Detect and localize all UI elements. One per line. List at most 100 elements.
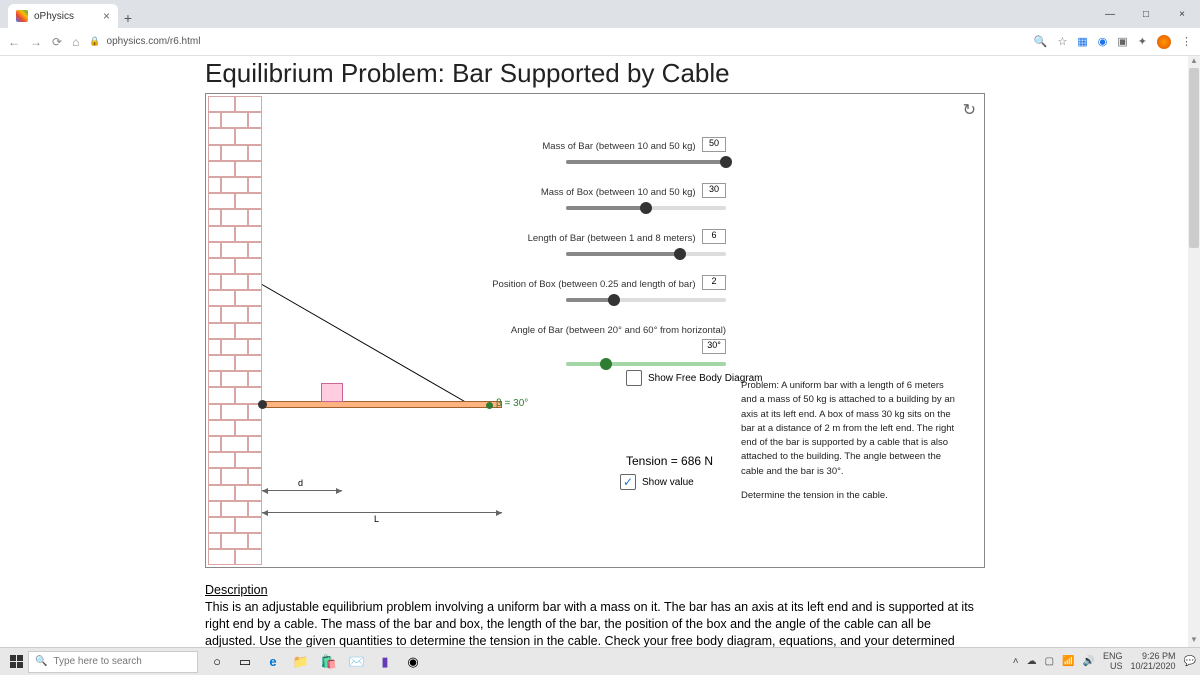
slider-fill	[566, 160, 726, 164]
menu-icon[interactable]: ⋮	[1181, 35, 1192, 48]
page-content: Equilibrium Problem: Bar Supported by Ca…	[0, 56, 1200, 647]
windows-logo-icon	[10, 655, 23, 668]
dimension-L-label: L	[374, 514, 379, 524]
wall-graphic	[208, 96, 262, 566]
lock-icon: 🔒	[89, 36, 100, 47]
slider-thumb[interactable]	[674, 248, 686, 260]
browser-tab[interactable]: oPhysics ×	[8, 4, 118, 28]
search-icon: 🔍	[35, 656, 47, 667]
url-field[interactable]: 🔒 ophysics.com/r6.html	[89, 36, 1023, 47]
box-graphic	[321, 383, 343, 402]
nav-home-icon[interactable]: ⌂	[72, 35, 79, 49]
store-icon[interactable]: 🛍️	[316, 650, 342, 674]
reset-button[interactable]: ↻	[963, 100, 976, 120]
slider-length-bar: Length of Bar (between 1 and 8 meters) 6	[486, 228, 726, 256]
slider-thumb[interactable]	[640, 202, 652, 214]
window-close-button[interactable]: ×	[1164, 0, 1200, 28]
slider-fill	[566, 362, 726, 366]
slider-thumb[interactable]	[608, 294, 620, 306]
slider-track[interactable]	[566, 206, 726, 210]
dimension-d-line	[262, 490, 342, 491]
tray-chevron-icon[interactable]: ˄	[1013, 656, 1019, 667]
slider-track[interactable]	[566, 252, 726, 256]
nav-reload-icon[interactable]: ⟳	[52, 35, 62, 49]
slider-label: Mass of Box (between 10 and 50 kg)	[541, 187, 696, 198]
taskbar-search[interactable]: 🔍 Type here to search	[28, 651, 198, 673]
new-tab-button[interactable]: +	[118, 8, 138, 28]
slider-value-input[interactable]: 50	[702, 137, 726, 152]
slider-value-input[interactable]: 6	[702, 229, 726, 244]
slider-track[interactable]	[566, 160, 726, 164]
notifications-icon[interactable]: 💬	[1184, 656, 1196, 667]
profile-avatar[interactable]	[1157, 35, 1171, 49]
slider-panel: Mass of Bar (between 10 and 50 kg) 50 Ma…	[486, 136, 726, 384]
slider-track[interactable]	[566, 362, 726, 366]
extension-icon-1[interactable]: ◉	[1098, 35, 1108, 48]
scroll-down-icon[interactable]: ▼	[1188, 635, 1200, 647]
search-placeholder: Type here to search	[53, 656, 141, 667]
description-section: Description This is an adjustable equili…	[205, 582, 985, 647]
slider-thumb[interactable]	[720, 156, 732, 168]
file-explorer-icon[interactable]: 📁	[288, 650, 314, 674]
slider-value-input[interactable]: 2	[702, 275, 726, 290]
page-title: Equilibrium Problem: Bar Supported by Ca…	[205, 58, 1200, 89]
task-view-icon[interactable]: ▭	[232, 650, 258, 674]
nav-back-icon[interactable]: ←	[8, 35, 20, 49]
nav-forward-icon[interactable]: →	[30, 35, 42, 49]
wifi-icon[interactable]: 📶	[1062, 656, 1074, 667]
star-icon[interactable]: ☆	[1057, 35, 1067, 48]
region-text: US	[1103, 662, 1123, 672]
start-button[interactable]	[4, 650, 28, 674]
volume-icon[interactable]: 🔊	[1083, 656, 1095, 667]
show-value-checkbox[interactable]: ✓	[620, 474, 636, 490]
slider-fill	[566, 206, 646, 210]
taskbar: 🔍 Type here to search ○ ▭ e 📁 🛍️ ✉️ ▮ ◉ …	[0, 647, 1200, 675]
taskbar-lang[interactable]: ENG US	[1103, 652, 1123, 672]
slider-value-input[interactable]: 30	[702, 183, 726, 198]
bar-graphic	[262, 401, 502, 408]
description-heading: Description	[205, 582, 985, 599]
extension-icon-2[interactable]: ▣	[1117, 35, 1127, 48]
problem-paragraph-1: Problem: A uniform bar with a length of …	[741, 379, 961, 479]
scrollbar-thumb[interactable]	[1189, 68, 1199, 248]
browser-tab-bar: oPhysics × + — □ ×	[0, 0, 1200, 28]
fbd-checkbox[interactable]	[626, 370, 642, 386]
battery-icon[interactable]: ▢	[1045, 656, 1054, 667]
window-minimize-button[interactable]: —	[1092, 0, 1128, 28]
slider-angle: Angle of Bar (between 20° and 60° from h…	[486, 320, 726, 366]
cortana-icon[interactable]: ○	[204, 650, 230, 674]
window-maximize-button[interactable]: □	[1128, 0, 1164, 28]
description-body: This is an adjustable equilibrium proble…	[205, 599, 985, 647]
slider-label: Angle of Bar (between 20° and 60° from h…	[511, 325, 726, 336]
slider-thumb[interactable]	[600, 358, 612, 370]
onedrive-icon[interactable]: ☁	[1027, 656, 1037, 667]
pivot-point	[258, 400, 267, 409]
slider-label: Length of Bar (between 1 and 8 meters)	[528, 233, 696, 244]
slider-track[interactable]	[566, 298, 726, 302]
taskbar-clock[interactable]: 9:26 PM 10/21/2020	[1131, 652, 1176, 672]
vertical-scrollbar[interactable]: ▲ ▼	[1188, 56, 1200, 647]
app-icon[interactable]: ▮	[372, 650, 398, 674]
address-bar: ← → ⟳ ⌂ 🔒 ophysics.com/r6.html 🔍 ☆ ▦ ◉ ▣…	[0, 28, 1200, 56]
url-text: ophysics.com/r6.html	[107, 36, 201, 47]
slider-value-input[interactable]: 30°	[702, 339, 726, 354]
slider-mass-box: Mass of Box (between 10 and 50 kg) 30	[486, 182, 726, 210]
edge-icon[interactable]: e	[260, 650, 286, 674]
translate-icon[interactable]: ▦	[1077, 35, 1087, 48]
taskbar-tray: ˄ ☁ ▢ 📶 🔊 ENG US 9:26 PM 10/21/2020 💬	[1013, 652, 1196, 672]
tab-close-icon[interactable]: ×	[103, 9, 110, 23]
dimension-L-line	[262, 512, 502, 513]
taskbar-pinned-apps: ○ ▭ e 📁 🛍️ ✉️ ▮ ◉	[204, 650, 426, 674]
extensions-puzzle-icon[interactable]: ✦	[1138, 35, 1147, 48]
simulation-frame: ↻ β = 30° d L Mass of Bar (between 10 an…	[205, 93, 985, 568]
slider-label: Position of Box (between 0.25 and length…	[492, 279, 695, 290]
tab-favicon	[16, 10, 28, 22]
slider-label: Mass of Bar (between 10 and 50 kg)	[542, 141, 695, 152]
chrome-icon[interactable]: ◉	[400, 650, 426, 674]
scroll-up-icon[interactable]: ▲	[1188, 56, 1200, 68]
show-value-label: Show value	[642, 477, 694, 488]
window-controls: — □ ×	[1092, 0, 1200, 28]
mail-icon[interactable]: ✉️	[344, 650, 370, 674]
slider-position-box: Position of Box (between 0.25 and length…	[486, 274, 726, 302]
zoom-icon[interactable]: 🔍	[1034, 35, 1048, 48]
